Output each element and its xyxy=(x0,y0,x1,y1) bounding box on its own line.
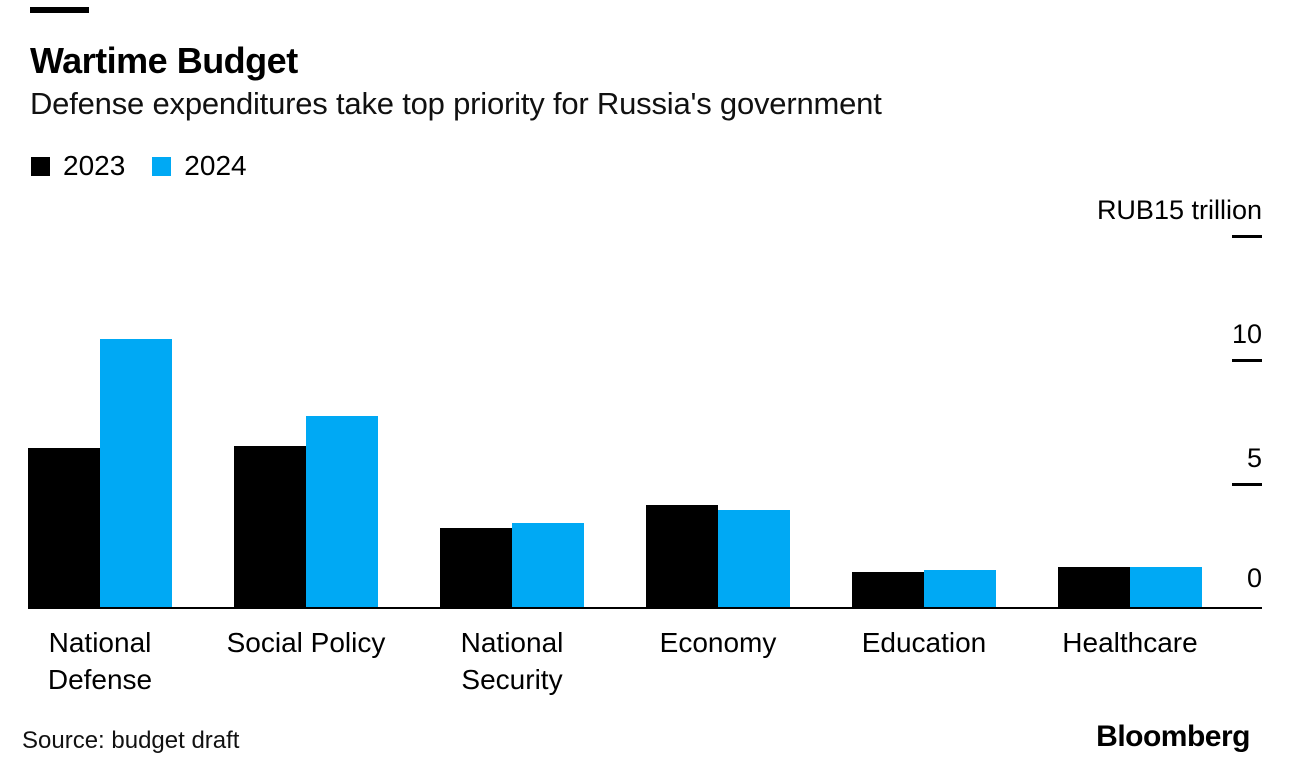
category-label-national-security: National Security xyxy=(409,624,615,698)
bar-2023-national-security xyxy=(440,528,512,607)
category-label-line: Education xyxy=(861,627,987,658)
bar-2024-education xyxy=(924,570,996,607)
y-tick-mark-15 xyxy=(1232,235,1262,238)
legend-swatch-2024 xyxy=(152,156,172,176)
x-axis-baseline xyxy=(28,607,1262,609)
category-label-social-policy: Social Policy xyxy=(203,624,409,661)
category-label-line: National xyxy=(48,627,152,658)
bar-2023-economy xyxy=(646,505,718,607)
category-label-national-defense: National Defense xyxy=(0,624,203,698)
bar-2024-healthcare xyxy=(1130,567,1202,607)
y-tick-label-0: 0 xyxy=(1246,563,1262,593)
bar-2024-national-defense xyxy=(100,339,172,607)
bloomberg-logo: Bloomberg xyxy=(1096,720,1250,753)
bar-2023-national-defense xyxy=(28,448,100,607)
chart-subtitle: Defense expenditures take top priority f… xyxy=(30,86,882,121)
y-tick-mark-10 xyxy=(1232,359,1262,362)
y-tick-label-10: 10 xyxy=(1231,319,1262,349)
legend-label: 2024 xyxy=(184,150,247,181)
category-label-line: Healthcare xyxy=(1062,627,1198,658)
legend-swatch-2023 xyxy=(31,156,50,176)
legend-label: 2023 xyxy=(63,150,126,181)
y-tick-label-5: 5 xyxy=(1246,443,1262,473)
category-label-education: Education xyxy=(821,624,1027,661)
bar-2024-economy xyxy=(718,510,790,607)
category-label-line: Economy xyxy=(659,627,777,658)
category-label-line: Social Policy xyxy=(226,627,386,658)
category-label-line: National xyxy=(460,627,564,658)
chart-title: Wartime Budget xyxy=(30,40,298,81)
category-label-line: Security xyxy=(461,664,563,695)
bar-2024-social-policy xyxy=(306,416,378,607)
category-label-economy: Economy xyxy=(615,624,821,661)
bar-2023-social-policy xyxy=(234,446,306,607)
bar-2023-education xyxy=(852,572,924,607)
legend: 2023 2024 xyxy=(31,150,274,182)
top-rule xyxy=(30,7,89,13)
legend-item-2023: 2023 xyxy=(31,150,125,182)
source-note: Source: budget draft xyxy=(22,727,240,754)
bar-2023-healthcare xyxy=(1058,567,1130,607)
category-label-line: Defense xyxy=(47,664,153,695)
y-tick-label-15: RUB15 trillion xyxy=(1096,195,1262,225)
y-tick-mark-5 xyxy=(1232,483,1262,486)
category-label-healthcare: Healthcare xyxy=(1027,624,1233,661)
legend-item-2024: 2024 xyxy=(152,150,247,182)
bar-2024-national-security xyxy=(512,523,584,607)
